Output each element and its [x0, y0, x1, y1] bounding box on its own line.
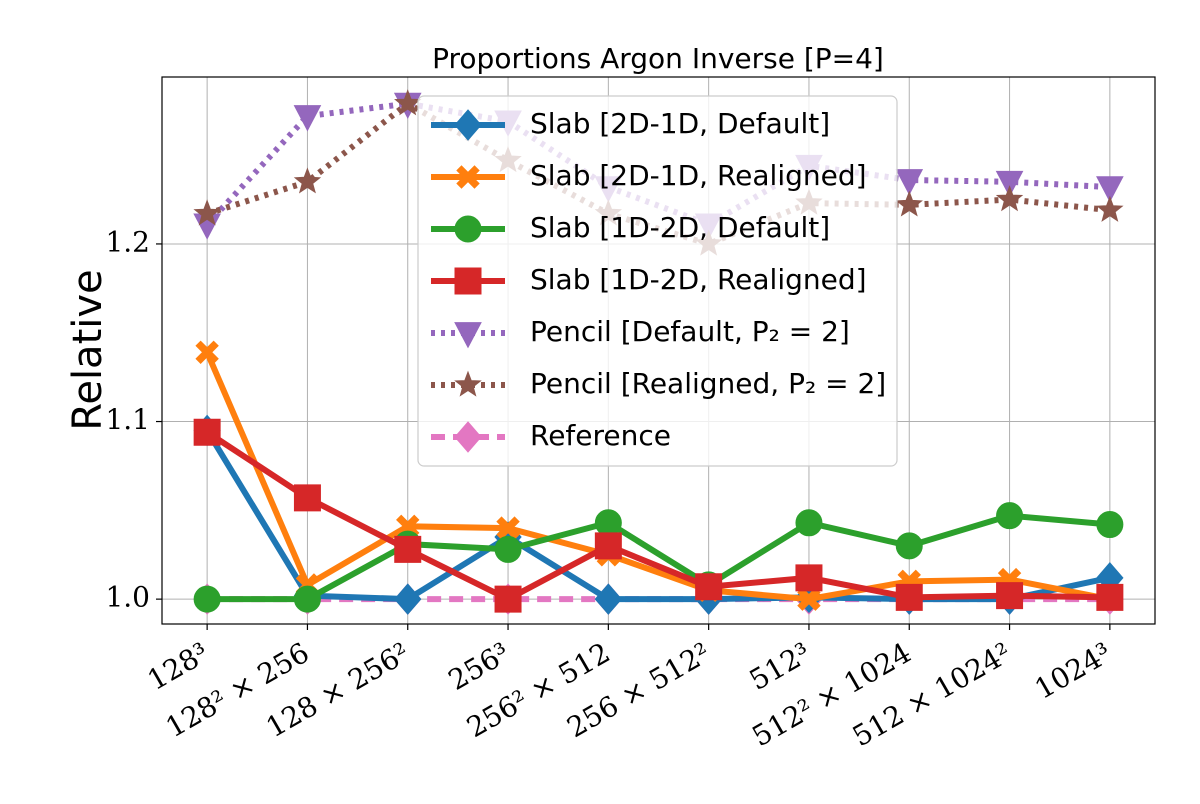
- legend-marker: [456, 165, 480, 189]
- legend-marker: [454, 370, 482, 397]
- legend-marker: [454, 322, 482, 349]
- data-point: [1096, 583, 1124, 611]
- series-line: [204, 351, 1111, 603]
- data-point: [995, 185, 1024, 212]
- data-point: [895, 169, 924, 196]
- legend-label: Reference: [530, 419, 671, 452]
- legend-label: Pencil [Realigned, P₂ = 2]: [530, 367, 886, 400]
- legend-label: Slab [2D-1D, Default]: [530, 107, 830, 140]
- legend-marker: [454, 421, 482, 453]
- y-tick-label: 1.1: [105, 403, 150, 436]
- data-point: [594, 509, 622, 537]
- plot-frame: [161, 76, 1156, 625]
- data-point: [293, 167, 322, 194]
- data-point: [795, 564, 823, 592]
- legend-box: [417, 95, 898, 467]
- data-point: [895, 583, 923, 611]
- data-point: [797, 587, 821, 611]
- data-point: [594, 583, 623, 615]
- legend-label: Slab [1D-2D, Realigned]: [530, 263, 867, 296]
- data-point: [895, 532, 923, 560]
- legend-label: Slab [2D-1D, Realigned]: [530, 159, 867, 192]
- data-point: [996, 582, 1024, 610]
- legend-marker: [454, 215, 482, 243]
- y-tick-label: 1.2: [105, 225, 150, 258]
- data-point: [594, 532, 622, 560]
- series-line: [207, 512, 1111, 603]
- data-point: [394, 89, 422, 116]
- data-point: [494, 585, 522, 613]
- data-point: [193, 199, 221, 226]
- data-point: [394, 535, 422, 563]
- data-point: [394, 583, 422, 615]
- data-point: [195, 340, 219, 364]
- data-point: [496, 516, 520, 540]
- legend-marker: [454, 109, 482, 141]
- y-axis-label: Relative: [65, 269, 111, 430]
- legend: Slab [2D-1D, Default] Slab [2D-1D, Realig…: [417, 95, 898, 467]
- data-point: [193, 418, 221, 446]
- legend-label: Slab [1D-2D, Default]: [530, 211, 830, 244]
- data-point: [1096, 511, 1124, 539]
- data-point: [1096, 176, 1124, 203]
- data-point: [795, 509, 823, 537]
- data-point: [293, 484, 321, 512]
- series-line: [205, 429, 1110, 603]
- chart-title: Proportions Argon Inverse [P=4]: [432, 42, 884, 75]
- data-point: [1096, 195, 1124, 222]
- data-point: [995, 170, 1024, 198]
- data-point: [293, 585, 321, 613]
- data-point: [996, 502, 1024, 530]
- legend-label: Pencil [Default, P₂ = 2]: [530, 315, 850, 348]
- data-point: [695, 573, 723, 601]
- data-point: [193, 585, 221, 613]
- y-tick-label: 1.0: [105, 581, 150, 614]
- data-point: [494, 535, 522, 563]
- legend-marker: [454, 267, 482, 295]
- data-point: [293, 105, 322, 132]
- data-point: [895, 190, 923, 217]
